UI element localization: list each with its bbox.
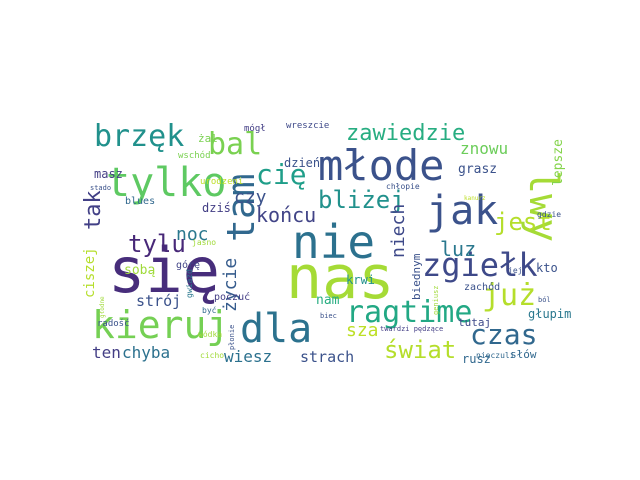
cloud-word: gdzie	[537, 210, 561, 219]
cloud-word: wreszcie	[286, 121, 329, 131]
cloud-word: blues	[125, 196, 155, 207]
cloud-word: lepsze	[551, 139, 566, 186]
cloud-word: cicho	[200, 351, 224, 360]
cloud-word: zachód	[464, 281, 500, 293]
cloud-word: cię	[256, 158, 307, 191]
cloud-word: rusz	[462, 352, 491, 366]
cloud-word: słów	[510, 348, 537, 361]
cloud-word: niech	[388, 204, 409, 258]
cloud-word: mógł	[244, 123, 266, 134]
cloud-word: górę	[176, 259, 200, 271]
cloud-word: luz	[440, 237, 476, 261]
cloud-word: geniusz	[432, 285, 440, 315]
cloud-word: lwy	[520, 170, 566, 242]
cloud-word: ten	[92, 343, 121, 362]
cloud-word: chyba	[122, 343, 170, 362]
cloud-word: ragtime	[346, 295, 472, 330]
cloud-word: sobą	[124, 263, 155, 278]
cloud-word: ciszej	[82, 247, 98, 298]
cloud-word: wiesz	[224, 347, 272, 366]
cloud-word: znowu	[460, 139, 508, 158]
cloud-word: nie	[292, 215, 375, 269]
cloud-word: ból	[538, 296, 551, 304]
cloud-word: twardzi pędzące	[380, 325, 443, 333]
cloud-word: głodne	[99, 296, 106, 318]
cloud-word: życie	[220, 258, 241, 312]
cloud-word: tylu	[128, 230, 186, 258]
cloud-word: kieruj	[92, 303, 229, 347]
cloud-word: strój	[136, 292, 181, 310]
cloud-word: krwi	[346, 273, 375, 287]
cloud-word: nieczuli	[476, 351, 515, 360]
cloud-word: urodzeni	[200, 177, 243, 187]
cloud-word: świat	[384, 336, 456, 364]
cloud-word: czas	[470, 318, 537, 351]
cloud-word: nas	[286, 243, 394, 313]
cloud-word: młode	[318, 141, 444, 190]
cloud-word: biednym	[410, 253, 423, 300]
cloud-word: bliżej	[318, 186, 405, 214]
cloud-word: zgiełk	[422, 246, 538, 284]
cloud-word: czy	[234, 187, 267, 208]
cloud-word: tam	[219, 173, 263, 242]
cloud-word: końcu	[256, 203, 316, 227]
cloud-word: gwiazd	[185, 269, 194, 298]
cloud-word: być	[202, 305, 217, 315]
cloud-word: kto	[536, 261, 558, 275]
cloud-word: chłopie	[386, 182, 420, 191]
cloud-word: jest	[494, 208, 552, 236]
cloud-word: tak	[81, 190, 106, 230]
cloud-word: tylko	[106, 160, 226, 206]
cloud-word: dzień	[284, 156, 320, 170]
cloud-word: jasno	[192, 238, 216, 247]
cloud-word: wschód	[178, 150, 211, 161]
cloud-word: wódka	[198, 329, 222, 339]
cloud-frame	[80, 114, 560, 368]
cloud-word: poczuć	[214, 291, 250, 303]
cloud-word: radość	[97, 318, 130, 329]
cloud-word: nam	[316, 293, 340, 308]
cloud-word: tutaj	[458, 316, 491, 329]
cloud-word: żal	[198, 132, 218, 145]
cloud-word: dla	[240, 306, 312, 352]
cloud-word: dziś	[202, 201, 231, 215]
cloud-word: strach	[300, 348, 354, 366]
cloud-word: już	[482, 278, 536, 313]
cloud-word: biec	[320, 312, 337, 320]
cloud-word: się	[108, 234, 220, 307]
cloud-word: stado	[90, 184, 111, 192]
cloud-word: jak	[426, 188, 498, 234]
cloud-word: bal	[208, 127, 262, 162]
cloud-word: płonie	[228, 325, 236, 350]
cloud-word: noc	[176, 224, 209, 245]
cloud-word: jej	[508, 266, 522, 275]
cloud-word: masz	[94, 167, 123, 181]
cloud-word: brzęk	[94, 119, 184, 154]
cloud-word: sza	[346, 320, 379, 341]
cloud-word: kanurz	[464, 195, 486, 202]
cloud-word: grasz	[458, 162, 497, 177]
cloud-word: zawiedzie	[346, 121, 465, 146]
cloud-word: głupim	[528, 307, 571, 321]
